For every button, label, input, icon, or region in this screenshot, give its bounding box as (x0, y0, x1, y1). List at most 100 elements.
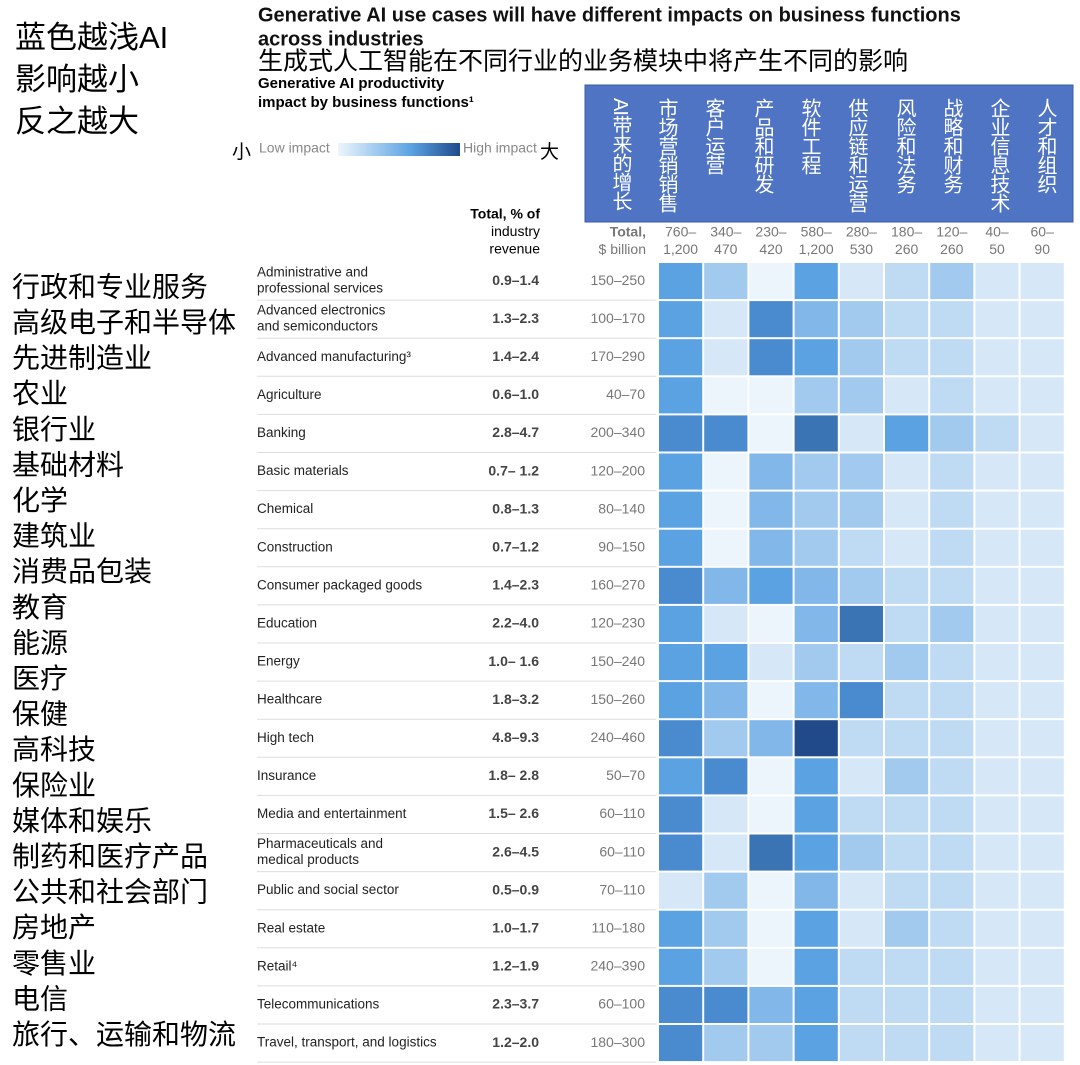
heat-cell (1020, 529, 1064, 566)
heat-cell (794, 263, 838, 300)
heat-cell (794, 644, 838, 681)
row-name: and semiconductors (257, 319, 378, 334)
heat-cell (975, 986, 1019, 1023)
row-name: Agriculture (257, 387, 322, 402)
heat-cell (930, 491, 974, 528)
heat-cell (1020, 339, 1064, 376)
heat-cell (930, 872, 974, 909)
heat-cell (749, 910, 793, 947)
billion-header: Total, (610, 224, 646, 240)
heat-cell (1020, 415, 1064, 452)
heat-cell (839, 644, 883, 681)
heat-cell (794, 339, 838, 376)
heat-cell (659, 948, 703, 985)
heat-cell (749, 567, 793, 604)
heat-cell (930, 758, 974, 795)
heat-cell (749, 339, 793, 376)
heat-cell (659, 796, 703, 833)
pct-range: 1.8– 2.8 (488, 767, 539, 783)
heat-cell (885, 758, 929, 795)
heat-cell (1020, 605, 1064, 642)
heat-cell (930, 529, 974, 566)
row-label-zh: 零售业 (12, 948, 96, 979)
heat-cell (839, 1025, 883, 1062)
billion-range: 150–240 (590, 653, 645, 669)
heat-cell (749, 453, 793, 490)
billion-range: 200–340 (590, 424, 645, 440)
row-name: Public and social sector (257, 882, 399, 897)
heat-cell (659, 453, 703, 490)
heat-cell (839, 834, 883, 871)
function-total: 470 (714, 241, 738, 257)
heat-cell (794, 682, 838, 719)
billion-range: 120–200 (590, 462, 645, 478)
heat-cell (704, 453, 748, 490)
heat-cell (885, 682, 929, 719)
pct-range: 4.8–9.3 (492, 729, 539, 745)
row-name: Banking (257, 425, 306, 440)
heat-cell (794, 453, 838, 490)
heat-cell (659, 720, 703, 757)
heat-cell (839, 415, 883, 452)
heat-cell (704, 910, 748, 947)
heat-cell (794, 720, 838, 757)
billion-header: $ billion (599, 241, 646, 257)
heat-cell (659, 567, 703, 604)
heat-cell (930, 415, 974, 452)
billion-range: 40–70 (606, 386, 645, 402)
pct-range: 0.5–0.9 (492, 881, 539, 897)
row-label-zh: 房地产 (12, 912, 96, 943)
heat-cell (930, 453, 974, 490)
heat-cell (885, 415, 929, 452)
legend-low: Low impact (259, 140, 330, 156)
function-total: 1,200 (663, 241, 698, 257)
heat-cell (930, 377, 974, 414)
billion-range: 110–180 (592, 919, 646, 935)
heat-cell (975, 948, 1019, 985)
heat-cell (749, 834, 793, 871)
heat-cell (839, 948, 883, 985)
heat-cell (749, 720, 793, 757)
billion-range: 240–390 (590, 958, 645, 974)
pct-range: 1.8–3.2 (492, 691, 539, 707)
row-label-zh: 农业 (12, 378, 68, 409)
row-label-zh: 基础材料 (12, 449, 124, 480)
row-name: Pharmaceuticals and (257, 836, 383, 851)
heat-cell (885, 339, 929, 376)
heat-cell (930, 263, 974, 300)
heat-cell (885, 1025, 929, 1062)
annotation: 反之越大 (15, 104, 139, 139)
heat-cell (659, 491, 703, 528)
heat-cell (1020, 948, 1064, 985)
row-name: Travel, transport, and logistics (257, 1035, 437, 1050)
heat-cell (749, 986, 793, 1023)
annotation: 影响越小 (15, 62, 139, 97)
row-name: Consumer packaged goods (257, 577, 422, 592)
heat-cell (794, 605, 838, 642)
heat-cell (839, 529, 883, 566)
heat-cell (659, 301, 703, 338)
pct-range: 2.8–4.7 (492, 424, 539, 440)
heat-cell (704, 644, 748, 681)
heat-cell (839, 605, 883, 642)
heat-cell (975, 415, 1019, 452)
function-total: 50 (989, 241, 1005, 257)
heat-cell (930, 834, 974, 871)
column-header: 客户运营 (702, 98, 725, 175)
heat-cell (975, 529, 1019, 566)
heat-cell (885, 910, 929, 947)
heat-cell (1020, 910, 1064, 947)
row-name: Advanced electronics (257, 303, 386, 318)
row-name: Media and entertainment (257, 806, 407, 821)
pct-range: 2.2–4.0 (492, 615, 539, 631)
billion-range: 240–460 (590, 729, 645, 745)
heat-cell (885, 529, 929, 566)
heat-cell (885, 720, 929, 757)
heat-cell (749, 301, 793, 338)
heat-cell (794, 567, 838, 604)
billion-range: 80–140 (598, 500, 645, 516)
heat-cell (839, 491, 883, 528)
pct-header: revenue (489, 241, 540, 257)
heat-cell (839, 720, 883, 757)
heat-cell (839, 758, 883, 795)
